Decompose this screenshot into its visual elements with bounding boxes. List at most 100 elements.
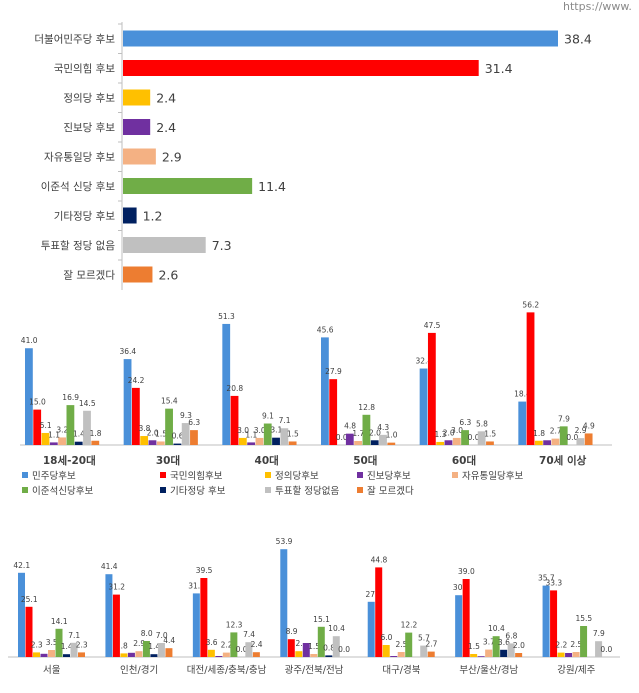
legend-label: 정의당후보 [275, 471, 319, 482]
legend-swatch [160, 472, 166, 478]
g-value-label: 0.0 [600, 645, 612, 654]
g-value-label: 0.0 [566, 433, 578, 442]
g-bar [576, 438, 585, 445]
g-bar [507, 643, 515, 657]
g-bar [105, 574, 113, 657]
h-bar [123, 178, 253, 194]
g-value-label: 0.0 [468, 433, 480, 442]
g-bar [41, 432, 50, 445]
h-category-label: 이준석 신당 후보 [41, 181, 116, 193]
g-bar [515, 653, 523, 657]
g-category-label: 서울 [43, 665, 61, 676]
g-bar [25, 348, 33, 445]
g-value-label: 27.9 [325, 367, 342, 376]
h-value-label: 11.4 [258, 179, 286, 194]
g-value-label: 36.4 [119, 347, 136, 356]
g-value-label: 7.4 [243, 630, 255, 639]
g-value-label: 2.0 [513, 641, 525, 650]
h-value-label: 31.4 [485, 61, 513, 76]
g-value-label: 2.2 [555, 641, 567, 650]
g-bar [91, 440, 100, 445]
g-bar [419, 368, 428, 445]
g-value-label: 2.5 [570, 640, 582, 649]
g-bar [48, 650, 55, 657]
g-value-label: 0.8 [323, 643, 335, 652]
g-bar [127, 652, 135, 657]
g-value-label: 15.4 [161, 397, 178, 406]
h-category-label: 투표할 정당 없음 [41, 239, 116, 252]
g-value-label: 9.1 [262, 412, 274, 421]
g-value-label: 2.4 [251, 640, 263, 649]
g-bar [165, 648, 173, 657]
g-bar [49, 442, 58, 445]
g-bar [230, 632, 238, 657]
g-bar [534, 440, 543, 445]
g-bar [230, 395, 239, 445]
h-value-label: 2.4 [156, 120, 176, 135]
h-category-label: 진보당 후보 [63, 122, 115, 134]
g-value-label: 2.3 [76, 640, 88, 649]
g-value-label: 25.1 [21, 595, 38, 604]
g-bar [379, 434, 387, 445]
g-bar [550, 590, 558, 657]
h-category-label: 기타정당 후보 [54, 211, 116, 223]
g-value-label: 7.1 [279, 416, 291, 425]
g-value-label: 3.6 [206, 638, 218, 647]
g-bar [280, 428, 289, 445]
g-bar [572, 652, 580, 657]
g-value-label: 2.0 [147, 428, 159, 437]
g-value-label: 8.9 [286, 627, 298, 636]
h-bar [123, 89, 151, 106]
g-value-label: 3.2 [56, 425, 68, 434]
g-bar [135, 651, 143, 657]
g-bar [325, 655, 333, 657]
g-value-label: 0.0 [336, 433, 348, 442]
g-value-label: 32.4 [415, 357, 432, 366]
g-bar [120, 653, 128, 657]
h-category-label: 국민의힘 후보 [54, 63, 116, 75]
h-value-label: 2.4 [156, 91, 176, 106]
g-bar [595, 641, 603, 657]
g-value-label: 53.9 [276, 537, 293, 546]
legend-label: 민주당후보 [32, 471, 76, 482]
g-bar [74, 441, 83, 445]
g-value-label: 33.3 [545, 578, 562, 587]
g-bar [181, 423, 190, 445]
g-bar [150, 654, 158, 657]
g-bar [559, 426, 568, 445]
g-bar [238, 437, 247, 445]
legend-label: 투표할 정당없음 [275, 485, 339, 497]
g-value-label: 1.5 [468, 642, 480, 651]
g-bar [317, 626, 325, 657]
h-bar [123, 30, 558, 47]
g-bar [390, 656, 398, 657]
g-bar [565, 653, 573, 657]
g-bar [222, 652, 230, 657]
legend-label: 기타정당 후보 [170, 486, 226, 497]
g-bar [485, 649, 493, 657]
g-bar [207, 649, 215, 657]
g-value-label: .8 [121, 641, 128, 650]
g-bar [131, 387, 140, 445]
g-bar [33, 652, 40, 657]
legend-label: 진보당후보 [367, 471, 411, 482]
g-bar [245, 642, 253, 657]
g-bar [436, 441, 445, 445]
g-bar [287, 639, 295, 657]
g-category-label: 50대 [353, 454, 377, 467]
g-bar [486, 441, 494, 445]
g-value-label: 9.3 [180, 411, 192, 420]
g-value-label: 1.5 [287, 429, 299, 438]
g-category-label: 대구/경북 [382, 664, 420, 676]
g-bar [272, 437, 280, 445]
g-value-label: 41.0 [21, 336, 38, 345]
g-value-label: 1.1 [245, 430, 257, 439]
g-value-label: 1.5 [308, 642, 320, 651]
g-value-label: 2.9 [575, 426, 587, 435]
g-bar [462, 579, 470, 657]
g-bar [542, 585, 550, 657]
g-value-label: 7.9 [558, 414, 570, 423]
g-value-label: 8.0 [141, 629, 153, 638]
g-value-label: 1.7 [352, 429, 364, 438]
g-value-label: 14.1 [51, 617, 68, 626]
